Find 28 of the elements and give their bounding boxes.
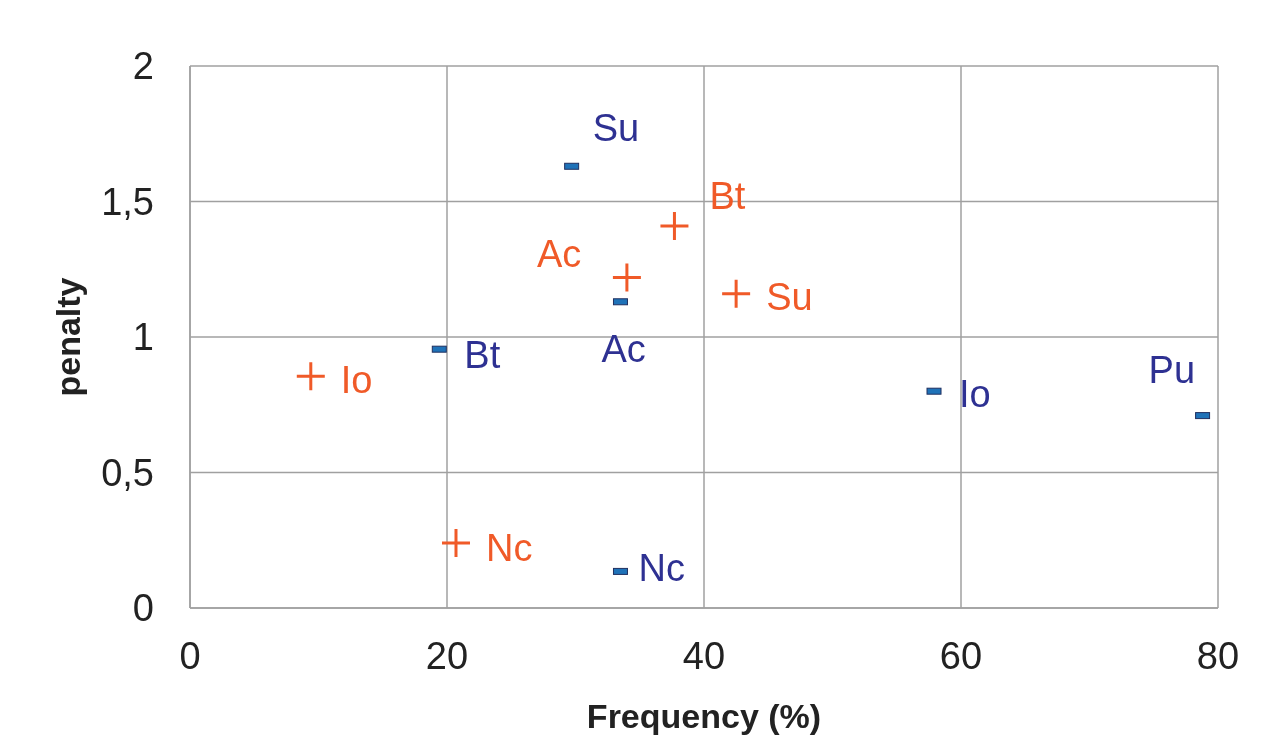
annotation: Ac (536, 233, 582, 276)
point (612, 263, 641, 292)
annotation: Bt (464, 334, 501, 377)
y-tick-label: 1,5 (101, 180, 154, 223)
y-tick-label: 1 (132, 316, 154, 359)
x-tick-label: 0 (179, 634, 201, 677)
point (441, 528, 470, 557)
x-tick-label: 20 (425, 634, 469, 677)
annotation: Nc (485, 526, 533, 569)
y-axis-title: penalty (49, 277, 88, 397)
x-axis-title: Frequency (%) (586, 697, 822, 735)
annotation: Io (340, 359, 373, 402)
annotation: Su (766, 275, 813, 318)
x-tick-label: 40 (682, 634, 726, 677)
annotation: Nc (638, 547, 685, 590)
annotation: Su (592, 107, 640, 150)
annotation: Bt (709, 174, 746, 217)
annotation: Pu (1148, 348, 1196, 391)
y-tick-label: 0,5 (101, 451, 154, 494)
x-tick-label: 60 (939, 634, 983, 677)
point (722, 279, 751, 308)
x-tick-label: 80 (1196, 634, 1240, 677)
point (296, 362, 325, 391)
annotation: Io (959, 373, 991, 416)
annotation: Ac (601, 327, 646, 370)
point (660, 211, 689, 240)
y-tick-label: 0 (132, 587, 154, 630)
y-tick-label: 2 (132, 45, 154, 88)
